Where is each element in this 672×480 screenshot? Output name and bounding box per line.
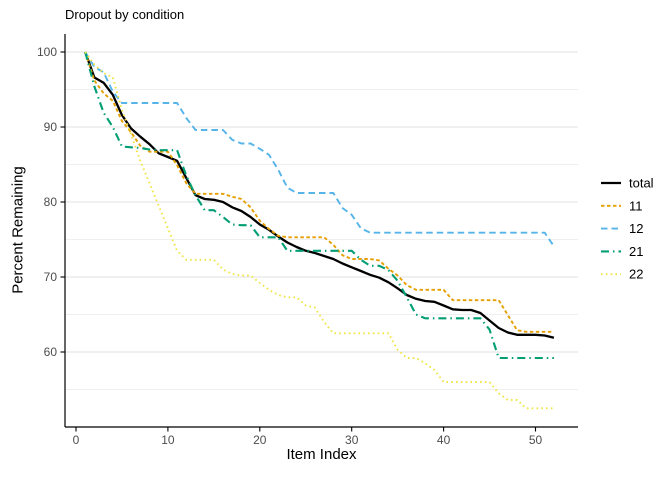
series-line-22 <box>84 51 554 410</box>
chart-title: Dropout by condition <box>65 7 185 22</box>
x-tick-label-50: 50 <box>529 433 543 447</box>
legend-label-21: 21 <box>629 244 643 259</box>
series-line-total <box>84 51 555 339</box>
legend-label-total: total <box>629 176 654 191</box>
x-tick-label-10: 10 <box>161 433 175 447</box>
legend-label-12: 12 <box>629 221 643 236</box>
x-tick-label-30: 30 <box>345 433 359 447</box>
legend-label-11: 11 <box>629 198 643 213</box>
y-tick-label-100: 100 <box>37 45 57 59</box>
y-tick-label-90: 90 <box>44 120 58 134</box>
x-tick-label-20: 20 <box>253 433 267 447</box>
legend-label-22: 22 <box>629 267 643 282</box>
series-line-12 <box>84 51 555 247</box>
x-tick-label-0: 0 <box>73 433 80 447</box>
x-axis-title: Item Index <box>286 446 357 463</box>
x-tick-label-40: 40 <box>437 433 451 447</box>
series-line-11 <box>84 51 554 333</box>
y-tick-label-70: 70 <box>44 270 58 284</box>
y-axis-title: Percent Remaining <box>9 166 27 294</box>
y-tick-label-80: 80 <box>44 195 58 209</box>
y-tick-label-60: 60 <box>44 345 58 359</box>
series-line-21 <box>84 51 554 360</box>
